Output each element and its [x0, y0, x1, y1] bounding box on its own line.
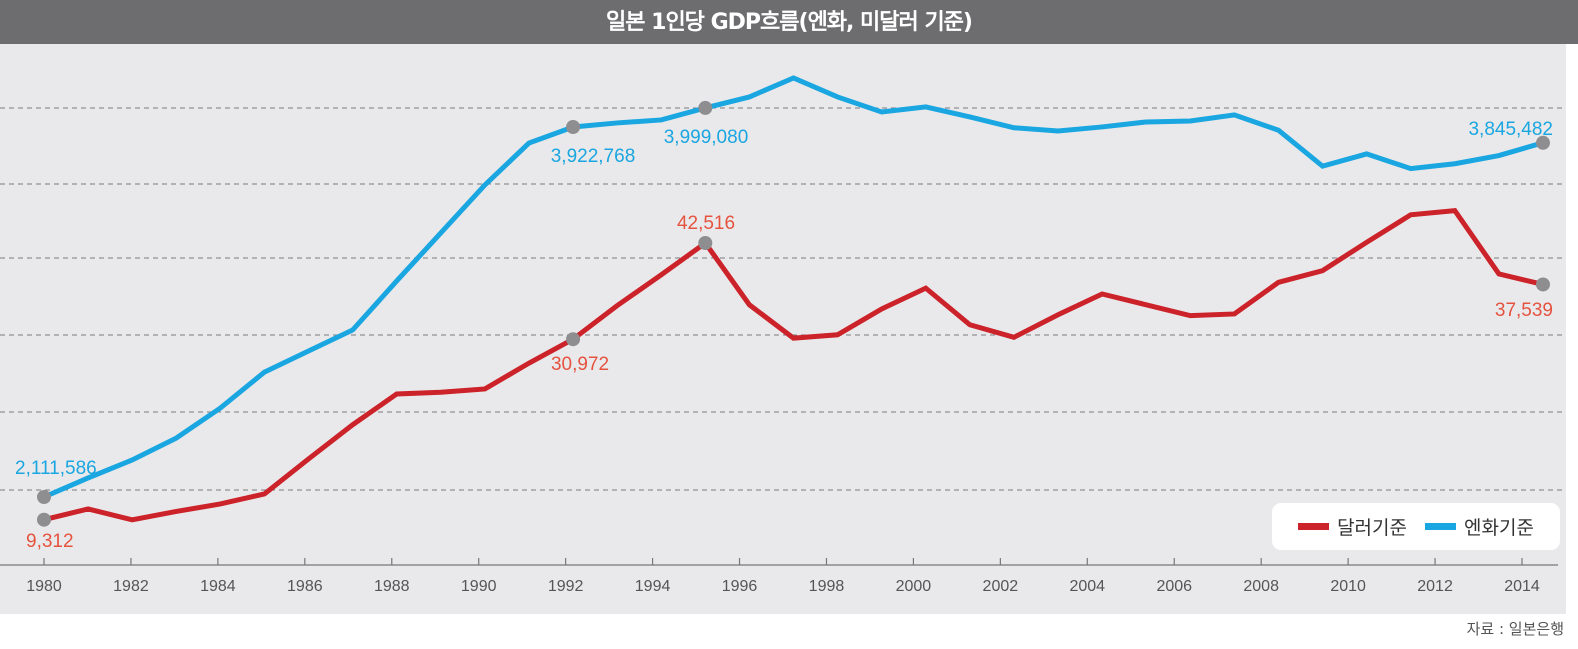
legend-swatch-yen: [1425, 523, 1456, 530]
x-tick-label: 1982: [113, 578, 149, 595]
legend-item-dollar: 달러기준: [1298, 513, 1407, 540]
source-note: 자료 : 일본은행: [1466, 620, 1564, 638]
x-tick-label: 1984: [200, 578, 236, 595]
data-label-dollar: 9,312: [26, 531, 74, 552]
data-label-dollar: 42,516: [677, 213, 735, 234]
data-label-yen: 3,922,768: [551, 146, 636, 167]
legend-label-dollar: 달러기준: [1337, 517, 1407, 539]
data-marker-dollar: [566, 332, 581, 347]
x-tick-label: 2012: [1417, 578, 1453, 595]
x-tick-label: 2010: [1330, 578, 1366, 595]
x-tick-label: 2014: [1504, 578, 1540, 595]
chart-title: 일본 1인당 GDP흐름(엔화, 미달러 기준): [0, 0, 1578, 44]
x-tick-label: 2004: [1069, 578, 1105, 595]
legend-item-yen: 엔화기준: [1425, 513, 1534, 540]
x-tick-label: 2002: [983, 578, 1019, 595]
data-label-dollar: 37,539: [1495, 300, 1553, 321]
x-tick-label: 1996: [722, 578, 758, 595]
data-label-dollar: 30,972: [551, 354, 609, 375]
data-label-yen: 3,999,080: [664, 127, 749, 148]
data-marker-yen: [698, 100, 713, 115]
x-tick-label: 2006: [1156, 578, 1192, 595]
data-label-yen: 2,111,586: [15, 458, 97, 479]
legend: 달러기준 엔화기준: [1272, 503, 1560, 550]
x-tick-label: 1988: [374, 578, 410, 595]
data-marker-yen: [1536, 135, 1550, 150]
data-marker-dollar: [1536, 277, 1550, 292]
legend-label-yen: 엔화기준: [1464, 517, 1534, 539]
x-tick-label: 1998: [809, 578, 845, 595]
data-marker-yen: [37, 490, 51, 504]
series-line-dollar: [43, 208, 1544, 523]
x-tick-label: 1980: [26, 578, 62, 595]
x-tick-label: 2000: [896, 578, 932, 595]
legend-swatch-dollar: [1298, 523, 1330, 530]
x-tick-label: 1992: [548, 578, 584, 595]
x-tick-label: 1990: [461, 578, 497, 595]
x-tick-label: 1994: [635, 578, 671, 595]
data-marker-dollar: [698, 236, 713, 250]
x-tick-label: 2008: [1243, 578, 1279, 595]
data-marker-yen: [566, 119, 581, 134]
data-label-yen: 3,845,482: [1468, 119, 1553, 140]
x-tick-label: 1986: [287, 578, 323, 595]
series-line-yen: [43, 75, 1544, 500]
data-marker-dollar: [37, 512, 51, 527]
